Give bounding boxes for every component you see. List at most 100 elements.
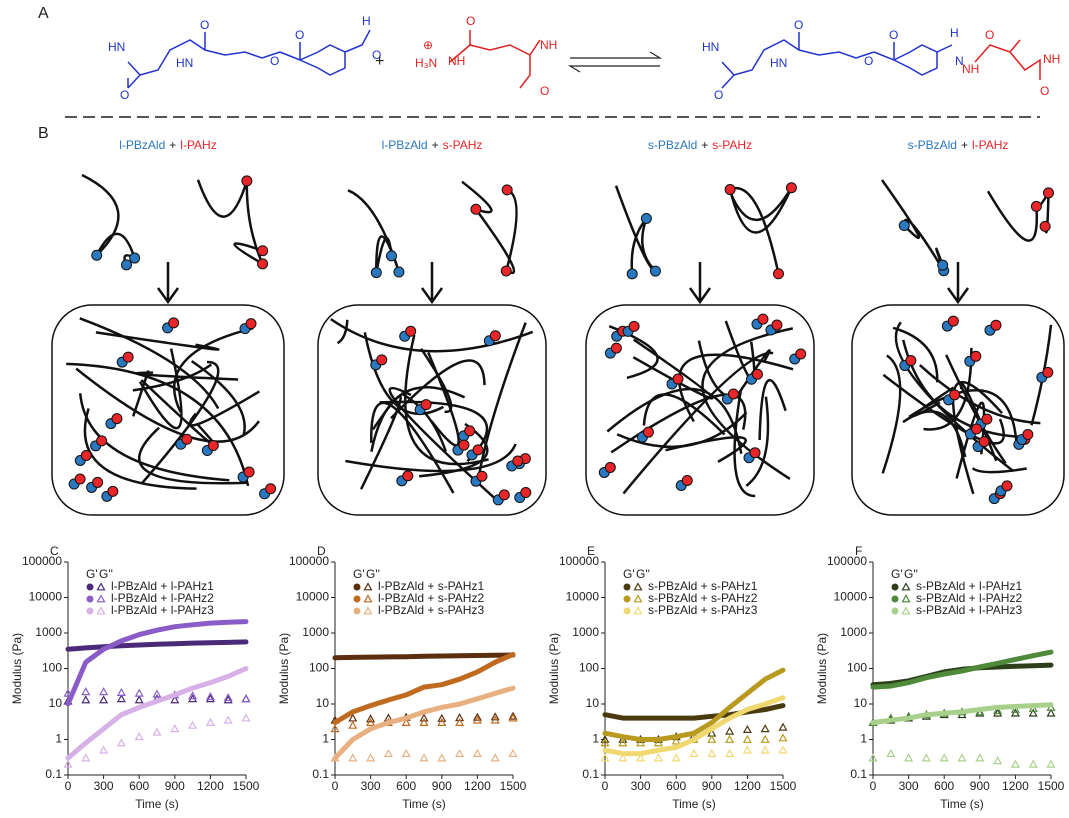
arrow	[156, 262, 180, 305]
polymer-chain	[728, 186, 793, 275]
crosslink-red	[520, 487, 532, 499]
atom: ⊕	[423, 38, 433, 52]
legend-marker	[353, 583, 361, 591]
legend-marker	[353, 595, 361, 603]
loss-modulus-point	[455, 717, 465, 726]
functional-group	[898, 220, 910, 232]
heading-part: s-PBzAld	[648, 138, 697, 152]
loss-modulus-point	[778, 745, 788, 754]
loss-modulus-point	[81, 687, 91, 696]
arrow	[946, 262, 970, 305]
crosslink-red	[672, 373, 684, 385]
x-tick-label: 300	[631, 779, 651, 793]
functional-group	[773, 268, 785, 280]
polymer-chain	[971, 467, 1027, 474]
loss-modulus-point	[600, 734, 610, 743]
atom: O	[794, 18, 803, 32]
heading-part: s-PAHz	[443, 138, 483, 152]
y-tick-label: 10000	[834, 590, 868, 604]
loss-modulus-point	[671, 736, 681, 745]
loss-modulus-point	[63, 688, 73, 697]
loss-modulus-point	[904, 753, 914, 762]
x-tick-label: 1500	[1038, 779, 1065, 793]
polymer-chain	[66, 362, 250, 487]
y-tick-label: 10	[49, 696, 63, 710]
storage-modulus-line	[602, 695, 786, 757]
polymer-chain	[363, 332, 444, 416]
loss-modulus-point	[330, 724, 340, 733]
legend-label: s-PBzAld + s-PAHz2	[648, 591, 758, 605]
atom: NH	[540, 38, 557, 52]
atom: O	[120, 88, 129, 102]
legend-header: G'	[623, 567, 635, 581]
polymer-chain	[880, 179, 945, 272]
loss-modulus-point	[742, 745, 752, 754]
x-tick-label: 1200	[464, 779, 491, 793]
legend-marker	[363, 594, 373, 603]
loss-modulus-point	[205, 692, 215, 701]
loss-modulus-point	[116, 738, 126, 747]
polymer-chain	[733, 389, 756, 498]
atom: H	[362, 14, 371, 28]
crosslink-red	[757, 313, 769, 325]
crosslink-red	[749, 447, 761, 459]
heading-part: s-PBzAld	[908, 138, 957, 152]
crosslink-red	[376, 354, 388, 366]
polymer-chain	[745, 396, 770, 487]
loss-modulus-point	[921, 753, 931, 762]
y-tick-label: 100000	[22, 554, 62, 568]
x-tick-label: 1200	[197, 779, 224, 793]
loss-modulus-point	[366, 753, 376, 762]
y-tick-label: 10000	[29, 590, 63, 604]
y-tick-label: 10	[854, 696, 868, 710]
crosslink-red	[905, 355, 917, 367]
loss-modulus-point	[223, 715, 233, 724]
loss-modulus-point	[99, 745, 109, 754]
storage-modulus-line	[65, 619, 249, 707]
legend-label: l-PBzAld + s-PAHz1	[378, 579, 484, 593]
legend-label: s-PBzAld + l-PAHz1	[916, 579, 1022, 593]
polymer-chain	[461, 180, 518, 275]
loss-modulus-point	[671, 753, 681, 762]
x-axis-label: Time (s)	[940, 797, 984, 811]
polymer-chain	[79, 317, 220, 410]
loss-modulus-point	[600, 738, 610, 747]
functional-group	[121, 259, 133, 271]
atom: O	[864, 54, 873, 68]
panel-label: E	[587, 544, 595, 558]
atom: O	[200, 18, 209, 32]
loss-modulus-point	[760, 724, 770, 733]
loss-modulus-point	[348, 753, 358, 762]
arrow	[420, 262, 444, 305]
atom: NH	[448, 54, 465, 68]
legend-marker	[86, 607, 94, 615]
loss-modulus-point	[707, 748, 717, 758]
loss-modulus-point	[778, 722, 788, 731]
polymer-chain	[616, 411, 748, 449]
polymer-chain	[951, 381, 1004, 495]
legend-header: G'	[353, 567, 365, 581]
loss-modulus-point	[508, 713, 518, 722]
legend-label: s-PBzAld + l-PAHz2	[916, 591, 1022, 605]
bond	[449, 30, 541, 89]
y-tick-label: 1000	[302, 625, 329, 639]
heading-part: +	[961, 138, 968, 152]
crosslink-red	[265, 483, 277, 495]
loss-modulus-point	[134, 695, 144, 704]
legend-label: s-PBzAld + s-PAHz3	[648, 603, 758, 617]
legend-marker	[353, 607, 361, 615]
polymer-chain	[347, 189, 401, 273]
functional-group	[500, 265, 512, 277]
crosslink-red	[970, 423, 982, 435]
y-tick-label: 1000	[840, 625, 867, 639]
storage-modulus-line	[602, 703, 786, 721]
crosslink-red	[489, 330, 501, 342]
panel-heading: l-PBzAld + s-PAHz	[382, 138, 483, 152]
polymer-chain	[95, 331, 220, 351]
polymer-chain	[330, 318, 534, 353]
loss-modulus-point	[886, 748, 896, 758]
atom: O	[540, 84, 549, 98]
legend-marker	[86, 583, 94, 591]
polymer-chain	[955, 401, 986, 479]
